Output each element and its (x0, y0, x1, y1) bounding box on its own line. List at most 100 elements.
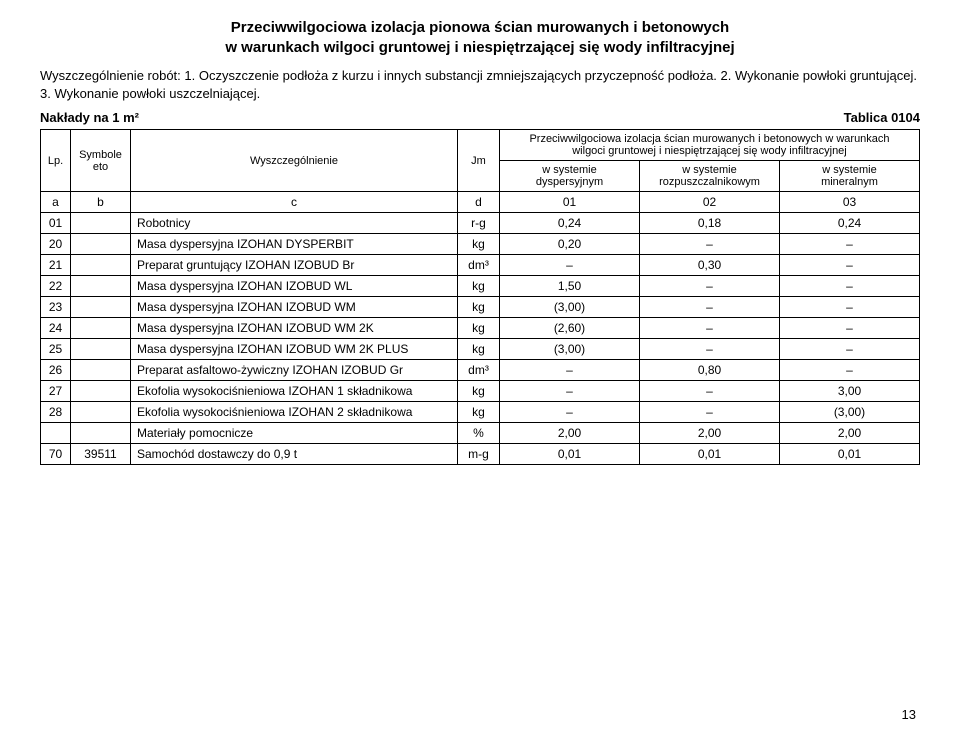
header-row-1: Lp. Symbole eto Wyszczególnienie Jm Prze… (41, 130, 920, 161)
cell-jm: kg (458, 234, 500, 255)
cell-v2: 0,30 (640, 255, 780, 276)
table-row: 23 Masa dyspersyjna IZOHAN IZOBUD WMkg(3,… (41, 297, 920, 318)
cell-v1: 2,00 (500, 423, 640, 444)
title-line-1: Przeciwwilgociowa izolacja pionowa ścian… (231, 19, 729, 36)
cell-lp: 23 (41, 297, 71, 318)
table-row: 22Masa dyspersyjna IZOHAN IZOBUD WLkg1,5… (41, 276, 920, 297)
cell-lp: 26 (41, 360, 71, 381)
cell-sym (71, 297, 131, 318)
cell-v3: – (780, 255, 920, 276)
cell-jm: kg (458, 276, 500, 297)
hdr-group-l1: Przeciwwilgociowa izolacja ścian murowan… (529, 133, 889, 145)
cell-sym (71, 255, 131, 276)
data-table: Lp. Symbole eto Wyszczególnienie Jm Prze… (40, 129, 920, 465)
hdr-wys: Wyszczególnienie (131, 130, 458, 192)
cell-v1: – (500, 381, 640, 402)
cell-lp: 25 (41, 339, 71, 360)
table-row: 26Preparat asfaltowo-żywiczny IZOHAN IZO… (41, 360, 920, 381)
table-row: 27Ekofolia wysokociśnieniowa IZOHAN 1 sk… (41, 381, 920, 402)
cell-name: Masa dyspersyjna IZOHAN IZOBUD WL (131, 276, 458, 297)
cell-name: Materiały pomocnicze (131, 423, 458, 444)
tablica-label: Tablica 0104 (844, 110, 920, 125)
cell-v1: 0,24 (500, 213, 640, 234)
cell-v1: (3,00) (500, 339, 640, 360)
table-row: 7039511Samochód dostawczy do 0,9 tm-g0,0… (41, 444, 920, 465)
table-row: 25 Masa dyspersyjna IZOHAN IZOBUD WM 2K P… (41, 339, 920, 360)
cell-jm: dm³ (458, 255, 500, 276)
cell-lp: 01 (41, 213, 71, 234)
cell-v2: – (640, 297, 780, 318)
cell-name: Masa dyspersyjna IZOHAN IZOBUD WM 2K PLU… (131, 339, 458, 360)
cell-name: Preparat gruntujący IZOHAN IZOBUD Br (131, 255, 458, 276)
cell-v2: – (640, 339, 780, 360)
page-title: Przeciwwilgociowa izolacja pionowa ścian… (40, 18, 920, 57)
cell-v1: 0,20 (500, 234, 640, 255)
hdr-lp: Lp. (41, 130, 71, 192)
header-letters: a b c d 01 02 03 (41, 192, 920, 213)
cell-v3: 2,00 (780, 423, 920, 444)
cell-v1: – (500, 360, 640, 381)
hdr-col3: w systemiemineralnym (780, 161, 920, 192)
cell-v2: – (640, 276, 780, 297)
cell-name: Robotnicy (131, 213, 458, 234)
cell-v2: 0,18 (640, 213, 780, 234)
cell-v2: – (640, 234, 780, 255)
hdr-jm: Jm (458, 130, 500, 192)
cell-v3: – (780, 360, 920, 381)
cell-v3: – (780, 297, 920, 318)
letter-01: 01 (500, 192, 640, 213)
table-row: Materiały pomocnicze%2,002,002,00 (41, 423, 920, 444)
cell-jm: kg (458, 297, 500, 318)
cell-sym (71, 402, 131, 423)
cell-sym (71, 213, 131, 234)
cell-v3: – (780, 318, 920, 339)
cell-v3: 3,00 (780, 381, 920, 402)
cell-lp: 21 (41, 255, 71, 276)
letter-c: c (131, 192, 458, 213)
cell-v3: – (780, 339, 920, 360)
letter-02: 02 (640, 192, 780, 213)
letter-03: 03 (780, 192, 920, 213)
cell-v1: (3,00) (500, 297, 640, 318)
cell-name: Masa dyspersyjna IZOHAN DYSPERBIT (131, 234, 458, 255)
table-row: 01Robotnicyr-g0,240,180,24 (41, 213, 920, 234)
cell-sym (71, 276, 131, 297)
cell-jm: m-g (458, 444, 500, 465)
cell-jm: % (458, 423, 500, 444)
cell-name: Masa dyspersyjna IZOHAN IZOBUD WM (131, 297, 458, 318)
cell-v2: – (640, 318, 780, 339)
cell-v2: 2,00 (640, 423, 780, 444)
letter-d: d (458, 192, 500, 213)
cell-v2: 0,01 (640, 444, 780, 465)
cell-sym (71, 381, 131, 402)
cell-lp: 28 (41, 402, 71, 423)
cell-v2: – (640, 381, 780, 402)
cell-v2: 0,80 (640, 360, 780, 381)
letter-a: a (41, 192, 71, 213)
cell-sym (71, 318, 131, 339)
cell-v1: – (500, 255, 640, 276)
cell-sym: 39511 (71, 444, 131, 465)
cell-lp (41, 423, 71, 444)
cell-lp: 22 (41, 276, 71, 297)
cell-sym (71, 339, 131, 360)
hdr-col2: w systemierozpuszczalnikowym (640, 161, 780, 192)
cell-v1: 0,01 (500, 444, 640, 465)
naklady-label: Nakłady na 1 m² (40, 110, 139, 125)
cell-sym (71, 423, 131, 444)
cell-jm: kg (458, 339, 500, 360)
cell-name: Ekofolia wysokociśnieniowa IZOHAN 2 skła… (131, 402, 458, 423)
cell-name: Masa dyspersyjna IZOHAN IZOBUD WM 2K (131, 318, 458, 339)
table-row: 21 Preparat gruntujący IZOHAN IZOBUD Brdm… (41, 255, 920, 276)
cell-v3: – (780, 234, 920, 255)
cell-v3: 0,24 (780, 213, 920, 234)
letter-b: b (71, 192, 131, 213)
work-description: Wyszczególnienie robót: 1. Oczyszczenie … (40, 67, 920, 102)
hdr-group: Przeciwwilgociowa izolacja ścian murowan… (500, 130, 920, 161)
hdr-col1: w systemiedyspersyjnym (500, 161, 640, 192)
cell-sym (71, 360, 131, 381)
cell-jm: kg (458, 402, 500, 423)
cell-lp: 27 (41, 381, 71, 402)
meta-row: Nakłady na 1 m² Tablica 0104 (40, 110, 920, 125)
title-line-2: w warunkach wilgoci gruntowej i niespięt… (225, 39, 734, 56)
